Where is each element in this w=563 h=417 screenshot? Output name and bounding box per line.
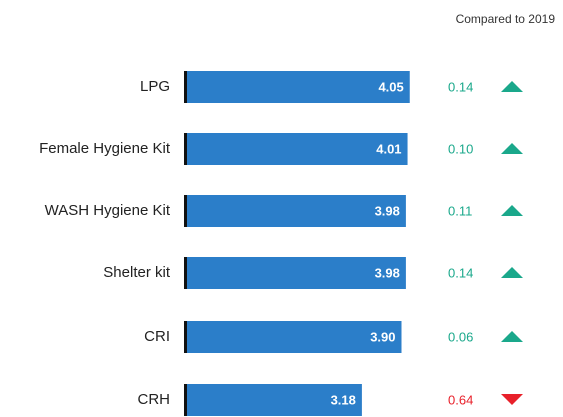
category-label: CRI bbox=[144, 328, 170, 345]
bar bbox=[187, 384, 362, 416]
bar bbox=[187, 71, 410, 103]
bar bbox=[187, 195, 406, 227]
value-label: 4.01 bbox=[376, 141, 401, 156]
comparison-value: 0.14 bbox=[448, 265, 473, 280]
category-label: Shelter kit bbox=[103, 264, 171, 281]
axis-line bbox=[184, 257, 187, 289]
axis-line bbox=[184, 71, 187, 103]
category-label: CRH bbox=[138, 391, 171, 408]
bar bbox=[187, 257, 406, 289]
direction-arrow bbox=[501, 394, 523, 405]
comparison-value: 0.06 bbox=[448, 329, 473, 344]
direction-arrow bbox=[501, 81, 523, 92]
direction-arrow bbox=[501, 331, 523, 342]
bar bbox=[187, 133, 408, 165]
comparison-value: 0.11 bbox=[448, 203, 472, 218]
axis-line bbox=[184, 384, 187, 416]
bar bbox=[187, 321, 402, 353]
comparison-title: Compared to 2019 bbox=[456, 12, 556, 26]
direction-arrow bbox=[501, 205, 523, 216]
axis-line bbox=[184, 195, 187, 227]
axis-line bbox=[184, 321, 187, 353]
category-label: LPG bbox=[140, 78, 170, 95]
comparison-value: 0.14 bbox=[448, 79, 473, 94]
category-label: Female Hygiene Kit bbox=[39, 140, 171, 157]
value-label: 3.18 bbox=[331, 392, 356, 407]
direction-arrow bbox=[501, 267, 523, 278]
direction-arrow bbox=[501, 143, 523, 154]
category-label: WASH Hygiene Kit bbox=[45, 202, 171, 219]
value-label: 3.98 bbox=[375, 265, 400, 280]
comparison-value: 0.64 bbox=[448, 392, 473, 407]
value-label: 4.05 bbox=[378, 79, 403, 94]
value-label: 3.98 bbox=[375, 203, 400, 218]
axis-line bbox=[184, 133, 187, 165]
comparison-value: 0.10 bbox=[448, 141, 473, 156]
value-label: 3.90 bbox=[370, 329, 395, 344]
